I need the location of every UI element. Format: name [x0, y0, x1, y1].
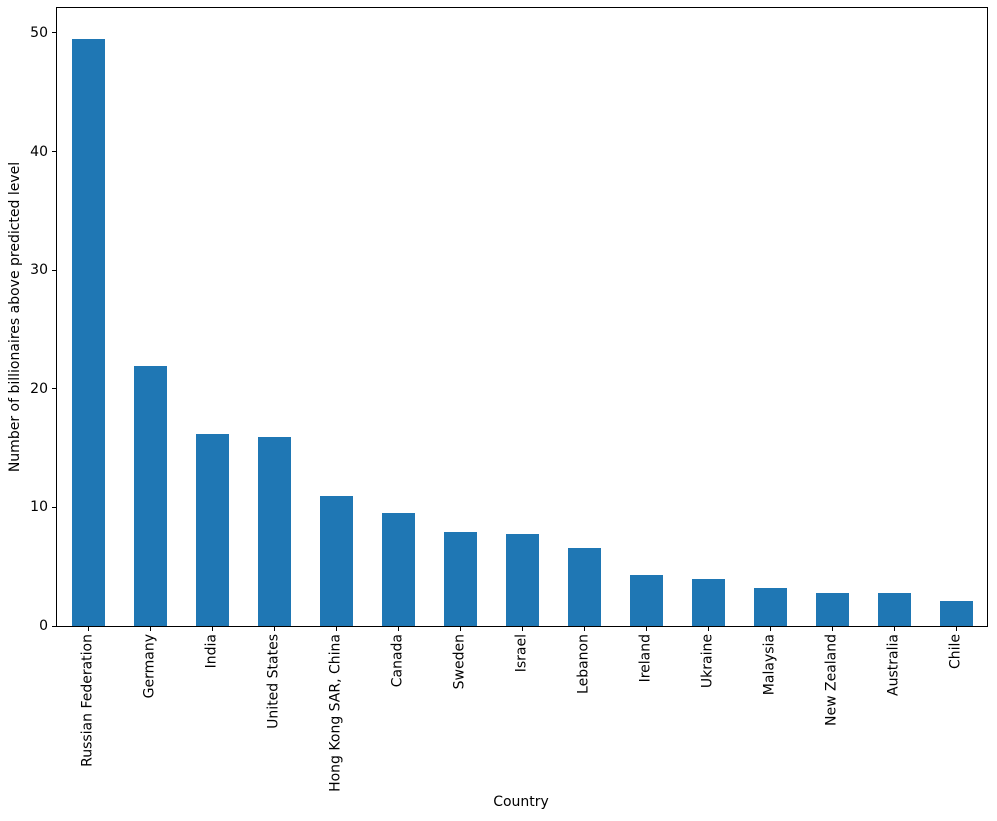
- y-tick-label-30: 30: [30, 262, 48, 279]
- x-tick-label-chile: Chile: [947, 634, 964, 670]
- bar-chile: [939, 601, 973, 626]
- x-tick-label-australia: Australia: [885, 634, 902, 696]
- y-tick-30: [52, 269, 56, 271]
- plot-area: [56, 7, 988, 627]
- bar-malaysia: [753, 588, 787, 626]
- x-tick-label-new-zealand: New Zealand: [823, 634, 840, 726]
- y-tick-label-20: 20: [30, 380, 48, 397]
- x-tick-russian-federation: [87, 627, 89, 631]
- y-tick-10: [52, 506, 56, 508]
- x-tick-label-israel: Israel: [513, 634, 530, 673]
- x-tick-label-canada: Canada: [389, 634, 406, 688]
- x-tick-label-malaysia: Malaysia: [761, 634, 778, 696]
- y-tick-label-50: 50: [30, 24, 48, 41]
- y-tick-20: [52, 388, 56, 390]
- x-tick-chile: [955, 627, 957, 631]
- x-tick-label-ireland: Ireland: [637, 634, 654, 683]
- x-axis-label: Country: [493, 794, 549, 810]
- x-tick-united-states: [273, 627, 275, 631]
- y-tick-0: [52, 625, 56, 627]
- x-tick-label-lebanon: Lebanon: [575, 634, 592, 694]
- x-tick-label-united-states: United States: [265, 634, 282, 729]
- x-tick-label-germany: Germany: [141, 634, 158, 699]
- bar-australia: [877, 592, 911, 626]
- bar-germany: [133, 366, 167, 626]
- x-tick-label-russian-federation: Russian Federation: [79, 634, 96, 767]
- bar-canada: [381, 513, 415, 626]
- y-tick-50: [52, 32, 56, 34]
- x-tick-lebanon: [583, 627, 585, 631]
- x-tick-germany: [149, 627, 151, 631]
- x-tick-australia: [893, 627, 895, 631]
- bar-lebanon: [567, 547, 601, 626]
- bar-ireland: [629, 575, 663, 626]
- bar-new-zealand: [815, 592, 849, 626]
- x-tick-label-hong-kong-sar-china: Hong Kong SAR, China: [327, 634, 344, 792]
- x-tick-new-zealand: [831, 627, 833, 631]
- x-tick-ukraine: [707, 627, 709, 631]
- x-tick-label-india: India: [203, 634, 220, 669]
- x-tick-india: [211, 627, 213, 631]
- y-axis-label: Number of billionaires above predicted l…: [7, 161, 23, 473]
- bar-israel: [505, 533, 539, 626]
- y-tick-label-0: 0: [39, 618, 48, 634]
- x-tick-hong-kong-sar-china: [335, 627, 337, 631]
- x-tick-sweden: [459, 627, 461, 631]
- bar-hong-kong-sar-china: [319, 495, 353, 626]
- bar-united-states: [257, 437, 291, 626]
- bar-russian-federation: [71, 38, 105, 626]
- x-tick-canada: [397, 627, 399, 631]
- bar-india: [195, 433, 229, 626]
- y-tick-40: [52, 151, 56, 152]
- y-tick-label-10: 10: [30, 499, 48, 516]
- bar-sweden: [443, 532, 477, 626]
- x-tick-israel: [521, 627, 523, 631]
- bar-ukraine: [691, 578, 725, 626]
- y-tick-label-40: 40: [30, 143, 48, 160]
- x-tick-ireland: [645, 627, 647, 631]
- x-tick-label-ukraine: Ukraine: [699, 634, 716, 689]
- x-tick-label-sweden: Sweden: [451, 634, 468, 690]
- x-tick-malaysia: [769, 627, 771, 631]
